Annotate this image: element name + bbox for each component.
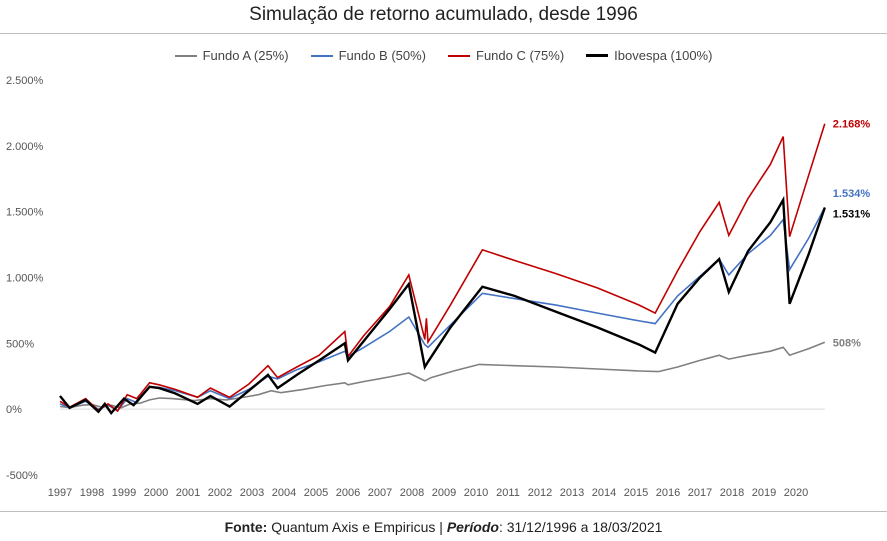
- source-separator: |: [439, 519, 443, 535]
- legend-item-4: Ibovespa (100%): [586, 48, 712, 63]
- source-note: Fonte: Quantum Axis e Empiricus | Períod…: [0, 519, 887, 535]
- line-chart: -500% 0% 500% 1.000% 1.500% 2.000% 2.500% 1997…: [6, 75, 871, 499]
- y-tick-label: 0%: [6, 404, 22, 416]
- series-end-label-2: 1.534%: [833, 188, 871, 200]
- x-tick-label: 2012: [528, 487, 552, 499]
- legend-swatch: [586, 54, 609, 57]
- legend-swatch: [174, 54, 197, 57]
- x-tick-label: 2014: [592, 487, 616, 499]
- legend-swatch: [448, 54, 470, 57]
- legend-label: Fundo A (25%): [202, 48, 289, 63]
- legend-item-3: Fundo C (75%): [448, 48, 564, 63]
- y-tick-label: 2.000%: [6, 141, 44, 153]
- series-end-label-4: 1.531%: [833, 209, 871, 221]
- y-axis-ticks: -500% 0% 500% 1.000% 1.500% 2.000% 2.500%: [6, 75, 44, 482]
- chart-title: Simulação de retorno acumulado, desde 19…: [249, 4, 638, 25]
- legend-label: Fundo C (75%): [476, 48, 565, 63]
- series-end-label-3: 2.168%: [833, 119, 871, 131]
- x-tick-label: 1999: [112, 487, 136, 499]
- x-tick-label: 2003: [240, 487, 264, 499]
- source-text: Quantum Axis e Empiricus: [271, 519, 436, 535]
- x-tick-label: 2004: [272, 487, 296, 499]
- x-tick-label: 1997: [48, 487, 72, 499]
- y-tick-label: 1.500%: [6, 207, 44, 219]
- x-tick-label: 2018: [720, 487, 744, 499]
- y-tick-label: -500%: [6, 470, 38, 482]
- x-tick-label: 2015: [624, 487, 648, 499]
- x-tick-label: 2002: [208, 487, 232, 499]
- series-line-2: [59, 206, 826, 412]
- series-end-label-1: 508%: [833, 337, 861, 349]
- x-tick-label: 2010: [464, 487, 488, 499]
- x-tick-label: 2017: [688, 487, 712, 499]
- x-tick-label: 1998: [80, 487, 104, 499]
- legend-swatch: [310, 54, 333, 57]
- series-lines: [59, 123, 826, 416]
- x-tick-label: 2020: [784, 487, 808, 499]
- period-text: : 31/12/1996 a 18/03/2021: [498, 519, 663, 535]
- series-end-labels: 508% 1.534% 2.168% 1.531%: [833, 119, 871, 350]
- series-line-4: [59, 195, 826, 416]
- source-label: Fonte:: [224, 519, 268, 535]
- y-tick-label: 1.000%: [6, 273, 44, 285]
- legend-item-2: Fundo B (50%): [310, 48, 426, 63]
- x-tick-label: 2005: [304, 487, 328, 499]
- x-tick-label: 2016: [656, 487, 680, 499]
- y-tick-label: 2.500%: [6, 75, 44, 87]
- x-tick-label: 2013: [560, 487, 584, 499]
- legend: Fundo A (25%) Fundo B (50%) Fundo C (75%) I…: [0, 48, 887, 63]
- x-tick-label: 2009: [432, 487, 456, 499]
- x-tick-label: 2007: [368, 487, 392, 499]
- x-axis-ticks: 1997 1998 1999 2000 2001 2002 2003 2004 2005 2006…: [48, 487, 808, 499]
- x-tick-label: 2001: [176, 487, 200, 499]
- x-tick-label: 2011: [496, 487, 520, 499]
- period-label: Período: [446, 519, 499, 535]
- y-tick-label: 500%: [6, 338, 34, 350]
- x-tick-label: 2000: [144, 487, 168, 499]
- top-divider: [0, 33, 887, 34]
- series-line-1: [59, 341, 826, 409]
- legend-label: Ibovespa (100%): [614, 48, 713, 63]
- series-line-3: [59, 123, 826, 413]
- x-tick-label: 2019: [752, 487, 776, 499]
- bottom-divider: [0, 511, 887, 512]
- x-tick-label: 2008: [400, 487, 424, 499]
- legend-item-1: Fundo A (25%): [174, 48, 289, 63]
- x-tick-label: 2006: [336, 487, 360, 499]
- legend-label: Fundo B (50%): [338, 48, 426, 63]
